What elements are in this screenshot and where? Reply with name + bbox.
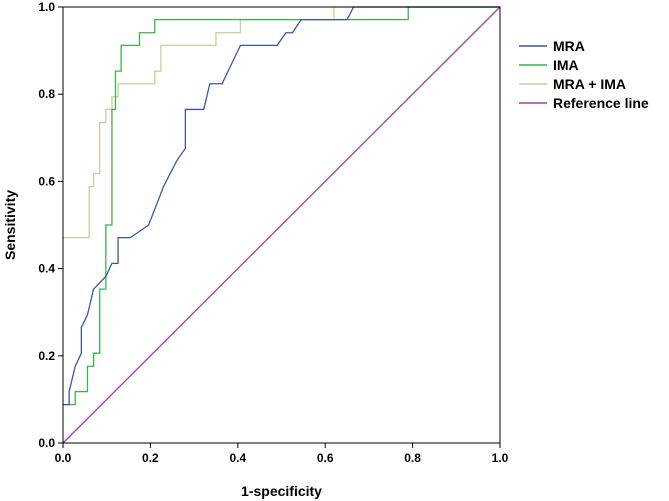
series-line-ima: [63, 6, 500, 406]
y-tick-label: 0.6: [38, 174, 55, 188]
plot-lines: [62, 6, 501, 444]
x-tick-label: 0.0: [55, 451, 72, 465]
x-axis-ticks: 0.0 0.2 0.4 0.6 0.8 1.0: [55, 443, 509, 465]
plot-frame: [62, 6, 501, 444]
legend-label: MRA + IMA: [553, 76, 626, 92]
legend: MRA IMA MRA + IMA Reference line: [519, 38, 649, 111]
y-tick-label: 0.8: [38, 87, 55, 101]
series-line-reference-line: [62, 6, 501, 444]
x-tick-label: 1.0: [492, 451, 509, 465]
series-line-mra-ima: [63, 6, 500, 239]
y-tick-label: 0.4: [38, 262, 55, 276]
legend-label: Reference line: [553, 95, 649, 111]
y-axis-title: Sensitivity: [2, 190, 18, 260]
x-tick-label: 0.4: [229, 451, 246, 465]
x-tick-label: 0.2: [142, 451, 159, 465]
x-tick-label: 0.8: [404, 451, 421, 465]
series-line-mra: [63, 6, 500, 406]
legend-label: MRA: [553, 38, 585, 54]
y-tick-label: 0.2: [38, 349, 55, 363]
legend-label: IMA: [553, 57, 579, 73]
y-tick-label: 1.0: [38, 0, 55, 14]
x-tick-label: 0.6: [317, 451, 334, 465]
x-axis-title: 1-specificity: [241, 483, 322, 499]
y-axis-ticks: 0.0 0.2 0.4 0.6 0.8 1.0: [38, 0, 63, 450]
y-tick-label: 0.0: [38, 436, 55, 450]
